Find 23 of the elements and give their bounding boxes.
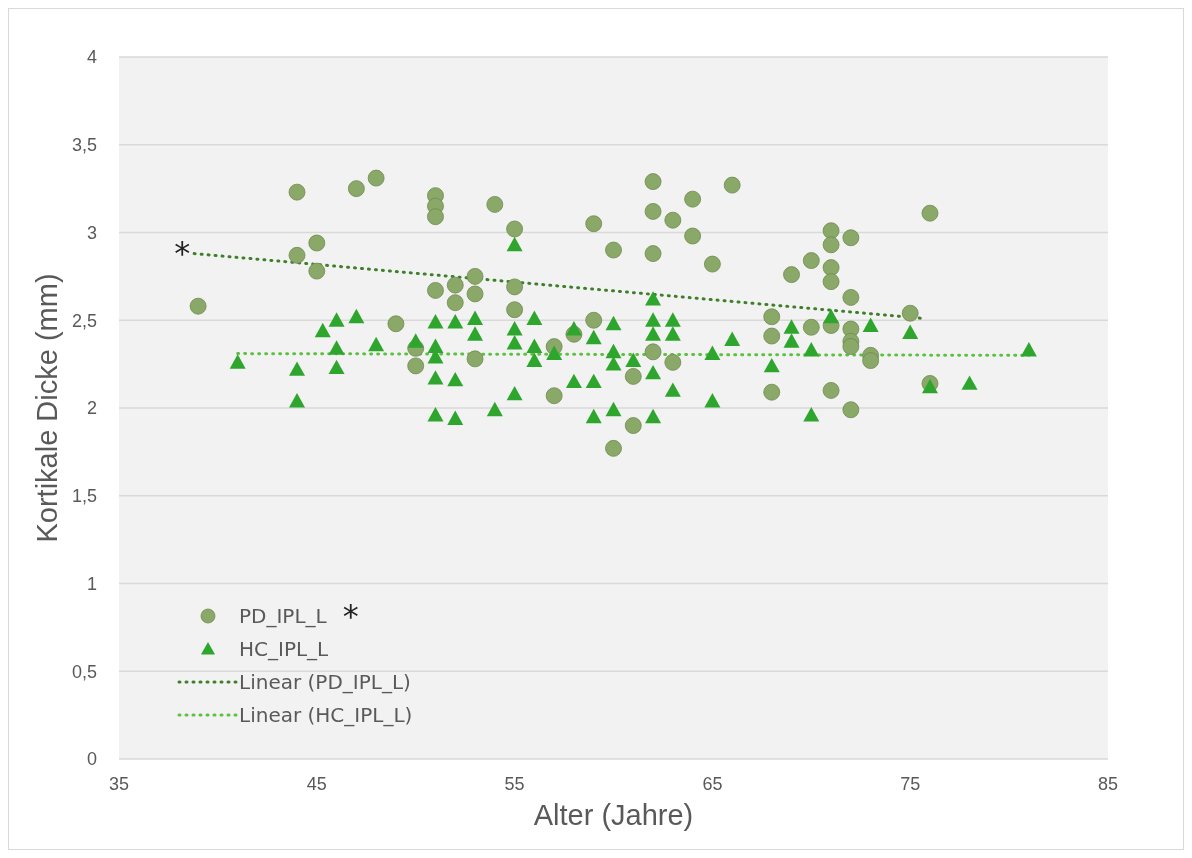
y-tick-label: 4 [86, 47, 97, 68]
y-tick-label: 1,5 [71, 486, 97, 507]
x-tick-label: 75 [900, 773, 921, 794]
y-axis-title: Kortikale Dicke (mm) [31, 273, 64, 543]
legend-label: HC_IPL_L [239, 636, 329, 661]
legend-label: Linear (HC_IPL_L) [239, 702, 413, 727]
y-tick-label: 3,5 [71, 135, 97, 156]
x-tick-label: 65 [702, 773, 723, 794]
annotation: * [174, 233, 191, 272]
legend-label: Linear (PD_IPL_L) [239, 669, 411, 694]
y-tick-label: 3 [86, 222, 97, 243]
x-axis-title: Alter (Jahre) [533, 799, 694, 831]
x-tick-label: 85 [1097, 773, 1119, 794]
x-tick-label: 45 [306, 773, 327, 794]
x-tick-label: 55 [504, 773, 525, 794]
y-tick-label: 1 [86, 573, 97, 594]
y-tick-label: 0,5 [71, 661, 97, 682]
x-tick-label: 35 [108, 773, 130, 794]
legend-label: PD_IPL_L [239, 603, 327, 628]
y-tick-label: 2,5 [71, 310, 97, 331]
y-tick-label: 2 [86, 398, 97, 419]
y-tick-label: 0 [86, 749, 97, 770]
annotation: * [342, 596, 359, 635]
